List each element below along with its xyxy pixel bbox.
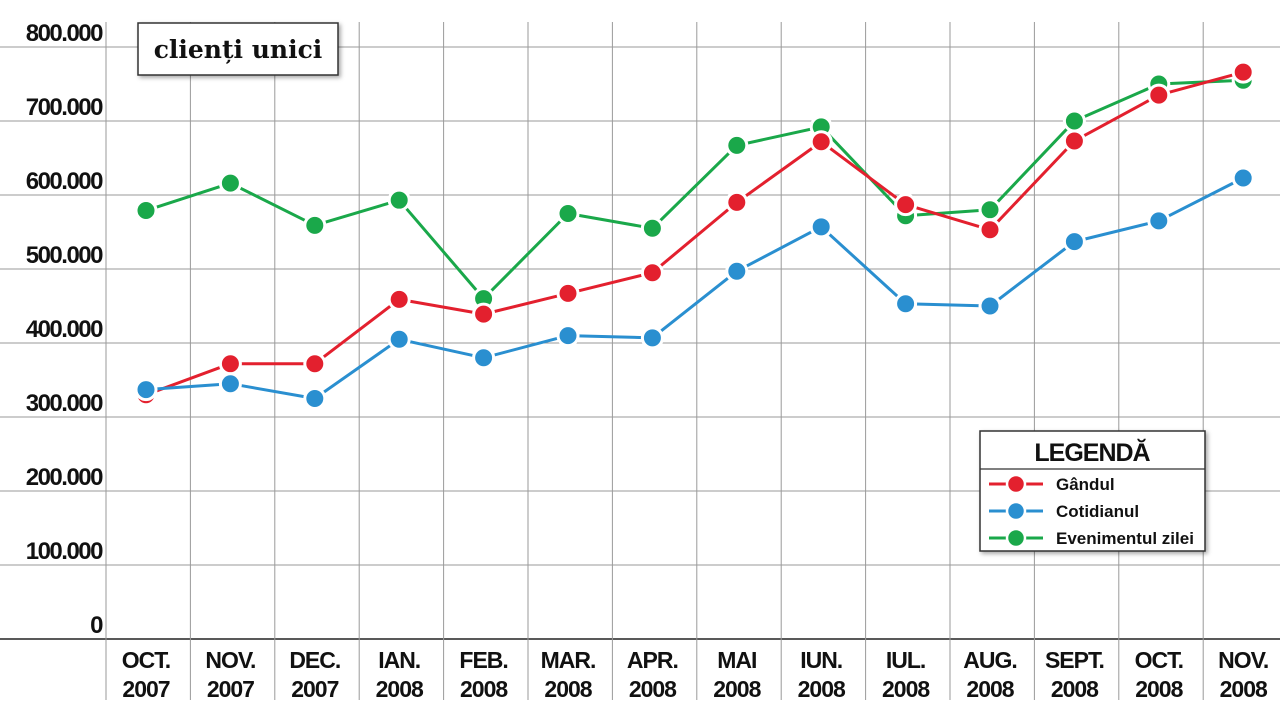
x-axis-ticks: OCT. 2007 NOV. 2007 DEC. 2007 IAN. 2008 FEB. 2008… — [122, 647, 1269, 702]
legend-item-evenimentul-zilei: Evenimentul zilei — [989, 527, 1194, 549]
grid — [0, 22, 1280, 700]
series-group — [134, 60, 1255, 410]
series-evenimentul-zilei — [134, 68, 1255, 311]
data-point-cotidianul — [303, 387, 327, 410]
data-point-cotidianul — [556, 324, 580, 348]
x-tick-label: FEB. 2008 — [459, 647, 508, 702]
x-tick-label: NOV. 2007 — [205, 647, 255, 702]
data-point-evenimentul-zilei — [218, 171, 242, 195]
data-point-g-ndul — [387, 287, 411, 311]
series-line-evenimentul-zilei — [145, 78, 1244, 301]
data-point-cotidianul — [894, 292, 918, 316]
data-point-cotidianul — [809, 215, 833, 239]
data-point-evenimentul-zilei — [387, 188, 411, 212]
data-point-cotidianul — [640, 326, 664, 350]
legend-title: LEGENDĂ — [1034, 438, 1150, 467]
data-point-cotidianul — [387, 327, 411, 351]
y-tick-label: 300.000 — [26, 390, 103, 417]
series-g-ndul — [134, 60, 1255, 407]
data-point-cotidianul — [134, 378, 158, 402]
data-point-g-ndul — [1147, 83, 1171, 107]
data-point-evenimentul-zilei — [640, 216, 664, 240]
x-tick-label: SEPT. 2008 — [1045, 647, 1104, 702]
data-point-cotidianul — [1231, 166, 1255, 190]
data-point-cotidianul — [472, 346, 496, 370]
chart-title: clienți unici — [154, 35, 323, 64]
data-point-g-ndul — [725, 190, 749, 214]
legend-item-g-ndul: Gândul — [989, 473, 1115, 495]
x-tick-label: NOV. 2008 — [1218, 647, 1268, 702]
y-tick-label: 100.000 — [26, 538, 103, 565]
data-point-evenimentul-zilei — [1062, 109, 1086, 133]
data-point-evenimentul-zilei — [978, 198, 1002, 222]
x-tick-label: MAR. 2008 — [541, 647, 596, 702]
series-line-g-ndul — [145, 70, 1244, 397]
data-point-g-ndul — [809, 130, 833, 154]
data-point-cotidianul — [978, 294, 1002, 318]
data-point-cotidianul — [1147, 209, 1171, 233]
data-point-g-ndul — [556, 281, 580, 305]
legend: LEGENDĂ Gândul Cotidianul Evenimentul zile… — [979, 430, 1206, 552]
x-tick-label: IAN. 2008 — [376, 647, 424, 702]
legend-label: Evenimentul zilei — [1056, 529, 1194, 548]
data-point-evenimentul-zilei — [725, 133, 749, 157]
y-tick-label: 700.000 — [26, 94, 103, 121]
legend-swatch-marker — [1005, 473, 1027, 495]
y-tick-label: 800.000 — [26, 20, 103, 47]
y-tick-label: 200.000 — [26, 464, 103, 491]
x-tick-label: APR. 2008 — [627, 647, 678, 702]
data-point-cotidianul — [725, 259, 749, 283]
data-point-cotidianul — [218, 372, 242, 396]
legend-label: Gândul — [1056, 475, 1115, 494]
legend-items: Gândul Cotidianul Evenimentul zilei — [989, 473, 1194, 549]
data-point-cotidianul — [1062, 230, 1086, 254]
x-tick-label: OCT. 2008 — [1135, 647, 1184, 702]
series-line-cotidianul — [145, 176, 1244, 400]
data-point-g-ndul — [1062, 129, 1086, 153]
data-point-evenimentul-zilei — [134, 199, 158, 223]
y-tick-label: 400.000 — [26, 316, 103, 343]
legend-item-cotidianul: Cotidianul — [989, 500, 1139, 522]
data-point-g-ndul — [1231, 60, 1255, 84]
legend-label: Cotidianul — [1056, 502, 1139, 521]
data-point-g-ndul — [640, 261, 664, 285]
y-tick-label: 600.000 — [26, 168, 103, 195]
y-tick-label: 500.000 — [26, 242, 103, 269]
data-point-g-ndul — [303, 352, 327, 376]
series-cotidianul — [134, 166, 1255, 410]
data-point-g-ndul — [894, 193, 918, 217]
chart-title-box: clienți unici — [137, 22, 339, 76]
x-tick-label: AUG. 2008 — [963, 647, 1017, 702]
legend-swatch-marker — [1005, 527, 1027, 549]
data-point-evenimentul-zilei — [303, 213, 327, 237]
x-tick-label: OCT. 2007 — [122, 647, 170, 702]
data-point-g-ndul — [218, 352, 242, 376]
x-tick-label: IUN. 2008 — [798, 647, 846, 702]
data-point-evenimentul-zilei — [556, 202, 580, 225]
y-axis-ticks: 0 100.000 200.000 300.000 400.000 500.000 600.… — [26, 20, 105, 639]
x-tick-label: MAI 2008 — [713, 647, 761, 702]
x-tick-label: DEC. 2007 — [289, 647, 340, 702]
data-point-g-ndul — [978, 218, 1002, 242]
x-tick-label: IUL. 2008 — [882, 647, 930, 702]
y-tick-label: 0 — [90, 612, 103, 639]
legend-swatch-marker — [1005, 500, 1027, 522]
data-point-g-ndul — [472, 302, 496, 326]
